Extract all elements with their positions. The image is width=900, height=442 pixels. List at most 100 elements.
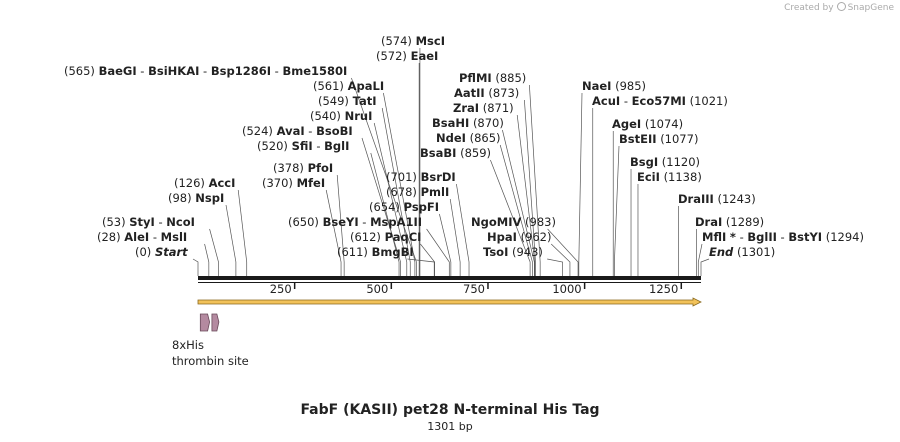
restriction-site[interactable]: (612) PaqCI bbox=[350, 230, 435, 276]
restriction-site[interactable]: End (1301) bbox=[700, 245, 775, 276]
orf-arrow[interactable] bbox=[197, 297, 702, 307]
site-label-part: (126) bbox=[174, 176, 205, 190]
site-label-part: AcuI bbox=[592, 94, 620, 108]
site-label: (0) Start bbox=[135, 245, 188, 259]
restriction-site[interactable]: DraIII (1243) bbox=[678, 192, 756, 276]
restriction-site[interactable]: (370) MfeI bbox=[262, 176, 342, 276]
site-label-part: MspA1II bbox=[370, 215, 422, 229]
site-label-part: PaqCI bbox=[385, 230, 422, 244]
restriction-site[interactable]: NdeI (865) bbox=[436, 131, 533, 276]
thrombin-site-feature[interactable] bbox=[211, 313, 220, 332]
site-label: (520) SfiI - BglI bbox=[257, 139, 349, 153]
restriction-site[interactable]: (520) SfiI - BglI bbox=[257, 139, 400, 276]
restriction-site[interactable]: (565) BaeGI - BsiHKAI - Bsp1286I - Bme15… bbox=[64, 64, 417, 276]
site-label-part: BstYI bbox=[788, 230, 822, 244]
site-label: BstEII (1077) bbox=[619, 132, 698, 146]
site-leader-line bbox=[516, 114, 536, 276]
restriction-site[interactable]: AatII (873) bbox=[454, 86, 536, 276]
site-label-part: BsaBI bbox=[420, 146, 456, 160]
site-label: HpaI (962) bbox=[487, 230, 552, 244]
site-label-part: - bbox=[275, 64, 279, 78]
restriction-site[interactable]: BsaHI (870) bbox=[432, 116, 535, 276]
site-label-part: HpaI bbox=[487, 230, 517, 244]
site-label: (565) BaeGI - BsiHKAI - Bsp1286I - Bme15… bbox=[64, 64, 347, 78]
restriction-site[interactable]: (540) NruI bbox=[310, 109, 408, 276]
site-leader-line bbox=[225, 204, 237, 276]
restriction-site[interactable]: NaeI (985) bbox=[578, 79, 646, 276]
restriction-site[interactable]: AgeI (1074) bbox=[612, 117, 683, 276]
restriction-site[interactable]: (28) AleI - MslI bbox=[97, 230, 210, 276]
site-label-part: (983) bbox=[525, 215, 556, 229]
site-label-part: SfiI bbox=[292, 139, 313, 153]
his-tag-feature[interactable] bbox=[199, 313, 211, 332]
site-label-part: NspI bbox=[195, 191, 224, 205]
restriction-site[interactable]: (549) TatI bbox=[318, 94, 411, 276]
restriction-site[interactable]: (611) BmgBI bbox=[337, 245, 435, 276]
restriction-site[interactable]: (678) PmlI bbox=[386, 185, 461, 276]
restriction-site[interactable]: (654) PspFI bbox=[369, 200, 452, 276]
restriction-site[interactable]: BsaBI (859) bbox=[420, 146, 531, 276]
restriction-site[interactable]: (650) BseYI - MspA1II bbox=[288, 215, 450, 276]
site-label-part: - bbox=[362, 215, 366, 229]
restriction-site[interactable]: BsgI (1120) bbox=[630, 155, 700, 276]
site-label: DraI (1289) bbox=[695, 215, 764, 229]
restriction-site[interactable]: (701) BsrDI bbox=[386, 170, 470, 276]
site-label-part: NgoMIV bbox=[471, 215, 521, 229]
restriction-site[interactable]: HpaI (962) bbox=[487, 230, 571, 276]
site-label-part: (565) bbox=[64, 64, 95, 78]
map-title: FabF (KASII) pet28 N-terminal His Tag bbox=[300, 402, 600, 418]
site-leader-line bbox=[381, 107, 411, 276]
restriction-site[interactable]: EciI (1138) bbox=[637, 170, 702, 276]
restriction-site[interactable]: (126) AccI bbox=[174, 176, 248, 276]
restriction-site[interactable]: (561) ApaLI bbox=[313, 79, 416, 276]
site-label-part: MslI bbox=[161, 230, 188, 244]
restriction-site[interactable]: (0) Start bbox=[135, 245, 199, 276]
restriction-site[interactable]: NgoMIV (983) bbox=[471, 215, 579, 276]
site-label-part: (540) bbox=[310, 109, 341, 123]
site-label-part: (520) bbox=[257, 139, 288, 153]
site-leader-line bbox=[407, 258, 435, 276]
restriction-site[interactable]: BstEII (1077) bbox=[614, 132, 698, 276]
site-label-part: - bbox=[158, 215, 162, 229]
site-leader-line bbox=[361, 137, 401, 276]
site-label: (126) AccI bbox=[174, 176, 235, 190]
site-label-part: MfeI bbox=[297, 176, 326, 190]
site-leader-line bbox=[456, 183, 470, 276]
site-leader-line bbox=[614, 145, 620, 276]
restriction-site[interactable]: PflMI (885) bbox=[459, 71, 541, 276]
site-leader-line bbox=[499, 144, 533, 276]
site-leader-line bbox=[449, 198, 461, 276]
site-label-part: (370) bbox=[262, 176, 293, 190]
restriction-site[interactable]: AcuI - Eco57MI (1021) bbox=[592, 94, 728, 276]
site-label: (678) PmlI bbox=[386, 185, 449, 199]
site-label-part: - bbox=[203, 64, 207, 78]
site-label-part: Eco57MI bbox=[632, 94, 686, 108]
restriction-site[interactable]: MflI * - BglII - BstYI (1294) bbox=[697, 230, 864, 276]
site-label-part: (1243) bbox=[717, 192, 755, 206]
site-leader-line bbox=[192, 258, 199, 276]
site-label-part: (701) bbox=[386, 170, 417, 184]
restriction-site[interactable]: ZraI (871) bbox=[453, 101, 536, 276]
tick-label: 500 bbox=[366, 282, 388, 296]
restriction-site[interactable]: (98) NspI bbox=[168, 191, 237, 276]
site-label-part: (1138) bbox=[664, 170, 702, 184]
site-label-part: DraIII bbox=[678, 192, 714, 206]
site-label-part: - bbox=[316, 139, 320, 153]
site-label-part: PflMI bbox=[459, 71, 492, 85]
site-label-part: (865) bbox=[470, 131, 501, 145]
site-label: NaeI (985) bbox=[582, 79, 646, 93]
restriction-site[interactable]: (574) MscI bbox=[381, 34, 445, 276]
restriction-site[interactable]: (524) AvaI - BsoBI bbox=[242, 124, 401, 276]
feature-label: thrombin site bbox=[172, 354, 249, 368]
site-label-part: (985) bbox=[615, 79, 646, 93]
site-label-part: (654) bbox=[369, 200, 400, 214]
credit-brand: SnapGene bbox=[847, 3, 894, 13]
restriction-site[interactable]: DraI (1289) bbox=[695, 215, 764, 276]
restriction-site[interactable]: (53) StyI - NcoI bbox=[102, 215, 219, 276]
site-label-part: (53) bbox=[102, 215, 126, 229]
restriction-site[interactable]: (378) PfoI bbox=[273, 161, 345, 276]
restriction-site[interactable]: (572) EaeI bbox=[376, 49, 438, 276]
restriction-site[interactable]: TsoI (943) bbox=[483, 245, 563, 276]
site-label-part: MscI bbox=[416, 34, 445, 48]
site-label-part: (1077) bbox=[660, 132, 698, 146]
